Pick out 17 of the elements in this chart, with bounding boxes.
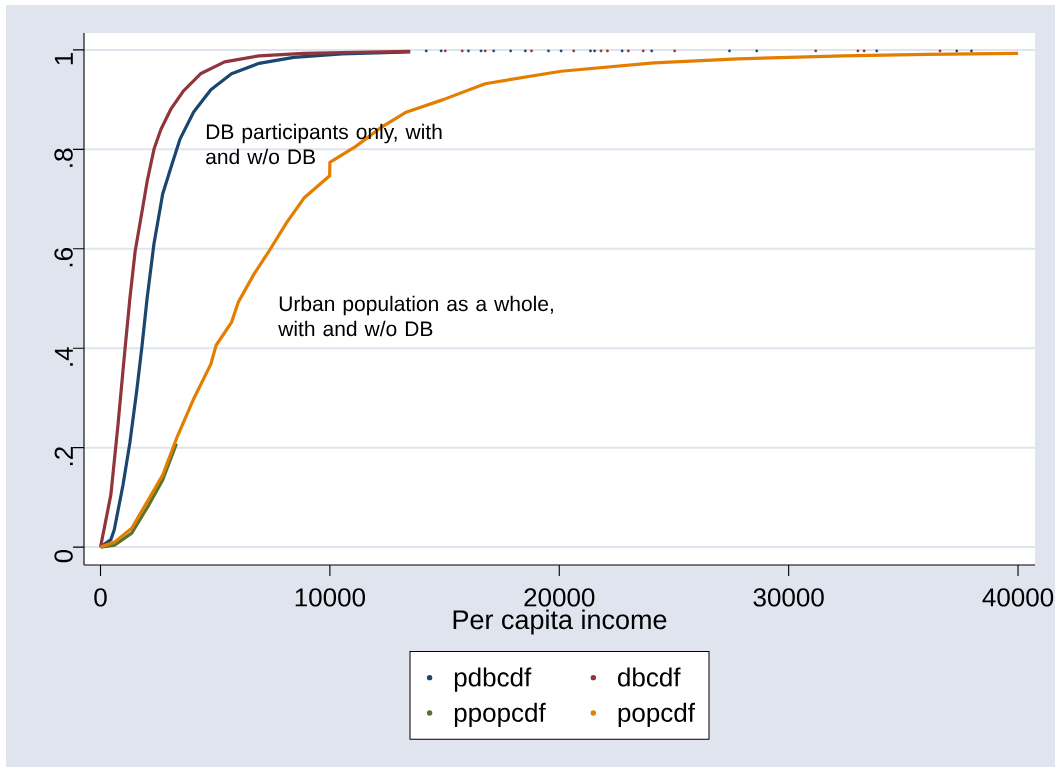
y-tick-label: .6 (54, 248, 73, 267)
y-tick-label: .2 (54, 447, 73, 466)
y-tick-label: .8 (54, 148, 73, 167)
x-axis-title: Per capita income (453, 609, 667, 635)
legend-label: ppopcdf (454, 702, 546, 728)
y-tick-label: 0 (54, 549, 73, 563)
y-tick-label: 1 (54, 52, 73, 65)
y-tick-label: .4 (54, 347, 73, 366)
annotation: Urban population as a whole, with and w/o DB (278, 295, 553, 337)
legend-label: popcdf (618, 702, 696, 728)
x-tick-label: 0 (94, 588, 107, 607)
x-tick-label: 30000 (753, 588, 824, 607)
x-tick-label: 20000 (524, 588, 595, 607)
legend-label: dbcdf (618, 667, 681, 687)
x-tick-label: 10000 (295, 588, 366, 607)
legend-label: pdbcdf (454, 667, 532, 692)
x-tick-label: 40000 (982, 588, 1054, 607)
